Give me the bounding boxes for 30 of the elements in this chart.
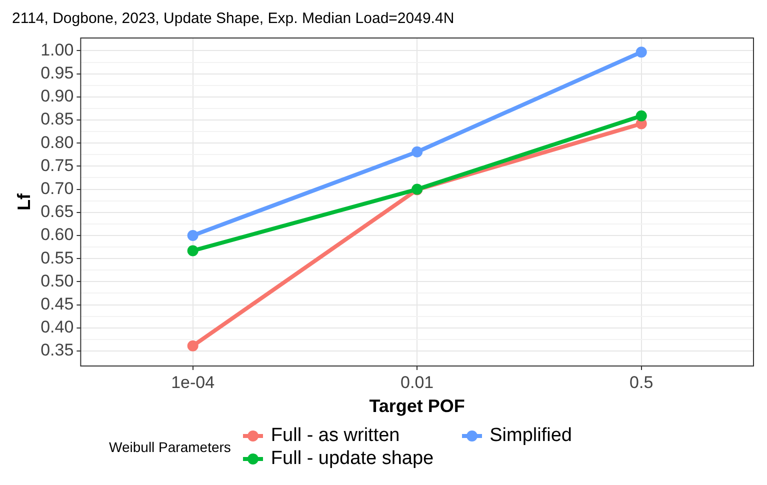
legend-label: Simplified xyxy=(490,424,572,446)
y-tick-label: 0.60 xyxy=(40,225,74,244)
y-tick-label: 1.00 xyxy=(40,40,74,60)
y-tick-label: 0.45 xyxy=(40,294,74,314)
y-axis-title: Lf xyxy=(14,192,34,210)
point xyxy=(412,146,423,158)
y-tick-label: 0.80 xyxy=(40,132,74,152)
y-tick-label: 0.85 xyxy=(40,110,74,129)
y-tick-label: 0.65 xyxy=(40,202,74,222)
x-tick-label: 1e-04 xyxy=(171,372,215,392)
point xyxy=(187,245,198,256)
x-axis-title: Target POF xyxy=(369,396,465,416)
y-tick-label: 0.35 xyxy=(40,340,74,360)
legend-label: Full - as written xyxy=(270,424,400,446)
y-tick-label: 0.55 xyxy=(40,248,74,268)
y-tick-label: 0.50 xyxy=(40,271,74,290)
point xyxy=(187,340,198,352)
y-tick-label: 0.75 xyxy=(40,156,74,175)
x-tick-label: 0.01 xyxy=(400,372,434,392)
x-tick-label: 0.5 xyxy=(630,372,654,392)
point xyxy=(636,46,647,58)
y-tick-label: 0.40 xyxy=(40,318,74,337)
point xyxy=(636,110,647,122)
y-tick-label: 0.95 xyxy=(40,63,74,82)
point xyxy=(187,230,198,241)
chart-title: 2114, Dogbone, 2023, Update Shape, Exp. Median Load=2049.4N xyxy=(12,10,454,28)
legend-label: Full - update shape xyxy=(270,448,434,470)
legend-title: Weibull Parameters xyxy=(109,439,231,455)
y-tick-label: 0.90 xyxy=(40,86,74,106)
y-tick-label: 0.70 xyxy=(40,178,74,198)
